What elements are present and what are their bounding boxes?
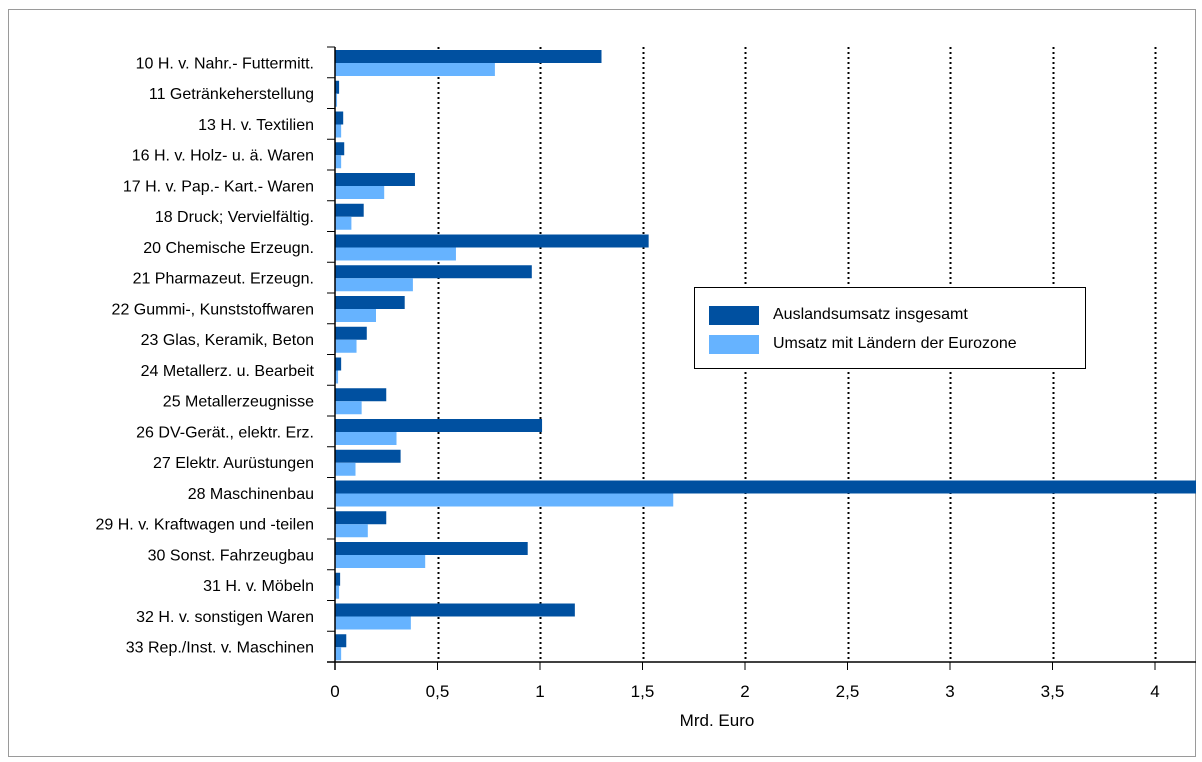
category-label: 23 Glas, Keramik, Beton bbox=[141, 332, 314, 349]
category-label: 16 H. v. Holz- u. ä. Waren bbox=[132, 148, 314, 165]
bar-total bbox=[335, 234, 649, 248]
bar-total bbox=[335, 50, 602, 63]
category-label: 11 Getränkeherstellung bbox=[149, 86, 314, 103]
category-label: 27 Elektr. Aurüstungen bbox=[153, 455, 314, 472]
x-tick-label: 3,5 bbox=[1041, 682, 1065, 701]
bar-total bbox=[335, 542, 528, 555]
bar-total bbox=[335, 80, 340, 94]
bar-eurozone bbox=[335, 278, 413, 292]
legend-label-eurozone: Umsatz mit Ländern der Eurozone bbox=[773, 335, 1017, 352]
category-label: 18 Druck; Vervielfältig. bbox=[155, 209, 314, 226]
bar-total bbox=[335, 357, 342, 371]
bar-eurozone bbox=[335, 370, 339, 384]
bar-eurozone bbox=[335, 155, 342, 169]
legend-item-eurozone: Umsatz mit Ländern der Eurozone bbox=[709, 333, 1017, 355]
legend-label-total: Auslandsumsatz insgesamt bbox=[773, 306, 968, 323]
x-tick-label: 2,5 bbox=[836, 682, 860, 701]
bar-eurozone bbox=[335, 493, 674, 507]
bar-eurozone bbox=[335, 309, 376, 322]
legend-swatch-total bbox=[709, 305, 759, 325]
bar-total bbox=[335, 419, 543, 432]
bar-eurozone bbox=[335, 124, 342, 138]
bar-total bbox=[335, 203, 364, 217]
bar-eurozone bbox=[335, 186, 385, 199]
bar-total bbox=[335, 480, 1196, 494]
bar-eurozone bbox=[335, 216, 352, 230]
bar-total bbox=[335, 111, 344, 125]
category-label: 32 H. v. sonstigen Waren bbox=[136, 609, 314, 626]
x-axis-title: Mrd. Euro bbox=[680, 711, 755, 730]
bar-eurozone bbox=[335, 616, 411, 630]
category-label: 28 Maschinenbau bbox=[188, 486, 314, 503]
category-label: 31 H. v. Möbeln bbox=[203, 578, 314, 595]
x-tick-label: 0 bbox=[330, 682, 339, 701]
x-tick-label: 3 bbox=[945, 682, 954, 701]
x-tick-label: 1,5 bbox=[631, 682, 655, 701]
bar-total bbox=[335, 388, 387, 402]
bar-eurozone bbox=[335, 524, 368, 538]
bar-total bbox=[335, 296, 405, 309]
category-label: 21 Pharmazeut. Erzeugn. bbox=[133, 271, 314, 288]
bar-eurozone bbox=[335, 93, 338, 107]
bar-total bbox=[335, 142, 345, 156]
category-labels: 10 H. v. Nahr.- Futtermitt. 11 Getränkehe… bbox=[96, 55, 315, 656]
bar-total bbox=[335, 326, 367, 340]
chart-frame bbox=[8, 9, 1196, 757]
bar-eurozone bbox=[335, 63, 495, 76]
legend-swatch-eurozone bbox=[709, 334, 759, 354]
x-tick-label: 2 bbox=[740, 682, 749, 701]
bar-eurozone bbox=[335, 339, 357, 353]
bar-total bbox=[335, 449, 401, 463]
bar-total bbox=[335, 572, 341, 586]
category-label: 10 H. v. Nahr.- Futtermitt. bbox=[136, 55, 314, 72]
bar-total bbox=[335, 511, 387, 525]
bar-total bbox=[335, 634, 347, 648]
x-tick-label: 0,5 bbox=[426, 682, 450, 701]
bar-eurozone bbox=[335, 555, 426, 568]
bar-eurozone bbox=[335, 401, 362, 415]
bar-total bbox=[335, 265, 532, 279]
axes bbox=[327, 46, 1196, 670]
legend: Auslandsumsatz insgesamt Umsatz mit Länd… bbox=[694, 287, 1086, 369]
x-tick-label: 1 bbox=[535, 682, 544, 701]
category-label: 33 Rep./Inst. v. Maschinen bbox=[126, 640, 314, 657]
bar-eurozone bbox=[335, 432, 397, 445]
bar-total bbox=[335, 173, 415, 186]
legend-item-total: Auslandsumsatz insgesamt bbox=[709, 304, 968, 326]
bars bbox=[335, 50, 1196, 661]
category-label: 13 H. v. Textilien bbox=[198, 117, 314, 134]
bar-eurozone bbox=[335, 462, 356, 476]
category-label: 20 Chemische Erzeugn. bbox=[143, 240, 314, 257]
x-tick-label: 4 bbox=[1150, 682, 1159, 701]
category-label: 17 H. v. Pap.- Kart.- Waren bbox=[123, 178, 314, 195]
category-label: 22 Gummi-, Kunststoffwaren bbox=[112, 301, 314, 318]
bar-total bbox=[335, 603, 575, 617]
category-label: 26 DV-Gerät., elektr. Erz. bbox=[136, 424, 314, 441]
category-label: 25 Metallerzeugnisse bbox=[163, 394, 314, 411]
x-tick-labels: 0 0,5 1 1,5 2 2,5 3 3,5 4 bbox=[330, 682, 1159, 701]
category-label: 24 Metallerz. u. Bearbeit bbox=[141, 363, 315, 380]
bar-eurozone bbox=[335, 585, 340, 599]
bar-eurozone bbox=[335, 247, 456, 261]
category-label: 30 Sonst. Fahrzeugbau bbox=[148, 547, 314, 564]
bar-eurozone bbox=[335, 647, 342, 661]
category-label: 29 H. v. Kraftwagen und -teilen bbox=[96, 517, 315, 534]
